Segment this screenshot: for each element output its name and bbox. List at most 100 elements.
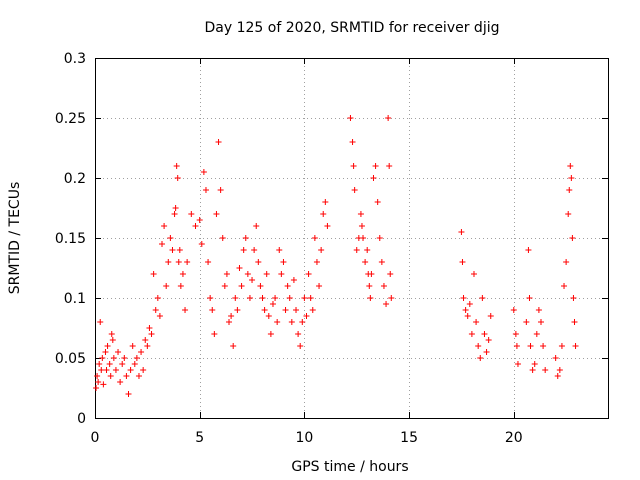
data-point [209, 307, 216, 313]
data-point [205, 259, 212, 265]
data-point [297, 343, 304, 349]
data-point [529, 367, 536, 373]
data-point [234, 307, 241, 313]
data-point [102, 349, 109, 355]
data-point [483, 349, 490, 355]
data-point [146, 325, 153, 331]
data-point [261, 307, 268, 313]
data-point [470, 271, 477, 277]
data-point [265, 313, 272, 319]
data-point [228, 313, 235, 319]
data-point [307, 295, 314, 301]
data-point [350, 163, 357, 169]
data-point [293, 307, 300, 313]
data-point [558, 343, 565, 349]
data-point [159, 241, 166, 247]
data-point [217, 187, 224, 193]
data-point [255, 259, 262, 265]
data-point [286, 295, 293, 301]
data-point [374, 199, 381, 205]
data-point [357, 211, 364, 217]
data-point [525, 247, 532, 253]
data-point [246, 295, 253, 301]
data-point [324, 223, 331, 229]
data-point [202, 187, 209, 193]
data-point [196, 217, 203, 223]
data-point [351, 187, 358, 193]
data-point [313, 259, 320, 265]
data-point [466, 301, 473, 307]
data-point [131, 361, 138, 367]
data-point [367, 295, 374, 301]
data-point [288, 319, 295, 325]
data-point [213, 211, 220, 217]
data-point [184, 259, 191, 265]
data-point [179, 271, 186, 277]
data-point [167, 235, 174, 241]
x-tick-label: 20 [505, 430, 523, 446]
data-point [362, 259, 369, 265]
data-point [473, 319, 480, 325]
data-point [383, 301, 390, 307]
data-point [571, 319, 578, 325]
y-tick-label: 0.15 [55, 231, 86, 247]
data-point [513, 343, 520, 349]
data-point [97, 319, 104, 325]
data-point [475, 343, 482, 349]
data-point [376, 235, 383, 241]
data-point [242, 235, 249, 241]
x-axis-label: GPS time / hours [291, 459, 408, 475]
data-point [542, 367, 549, 373]
data-point [138, 349, 145, 355]
data-point [223, 271, 230, 277]
x-tick-label: 5 [195, 430, 204, 446]
data-point [368, 271, 375, 277]
data-point [311, 235, 318, 241]
data-point [565, 211, 572, 217]
data-point [100, 381, 107, 388]
data-point [477, 355, 484, 361]
data-point [188, 211, 195, 217]
y-tick-label: 0.25 [55, 111, 86, 127]
data-point [94, 373, 101, 379]
data-point [127, 367, 134, 373]
data-point [198, 241, 205, 247]
data-point [93, 385, 100, 391]
data-point [263, 271, 270, 277]
data-point [142, 337, 149, 343]
data-point [349, 139, 356, 145]
data-point [318, 247, 325, 253]
data-point [364, 247, 371, 253]
data-point [259, 295, 266, 301]
data-point [221, 283, 228, 289]
data-point [372, 163, 379, 169]
data-point [110, 355, 117, 361]
data-point [272, 295, 279, 301]
data-point [230, 343, 237, 349]
data-point [460, 295, 467, 301]
data-point [527, 343, 534, 349]
data-point [96, 361, 103, 367]
data-point [556, 367, 563, 373]
data-point [107, 373, 114, 379]
data-point [512, 331, 519, 337]
y-tick-label: 0.3 [64, 51, 86, 67]
data-point [251, 247, 258, 253]
data-point [148, 331, 155, 337]
data-point [112, 367, 119, 373]
tick-labels: 0 5 10 15 20 0 0.05 0.1 0.15 0.2 0.25 0.3 [55, 51, 523, 446]
data-point [552, 355, 559, 361]
data-point [282, 307, 289, 313]
data-point [523, 319, 530, 325]
data-point [192, 223, 199, 229]
data-point [322, 199, 329, 205]
data-point [249, 277, 256, 283]
data-point [240, 247, 247, 253]
data-point [144, 343, 151, 349]
data-point [540, 343, 547, 349]
data-point [531, 361, 538, 367]
data-point [485, 337, 492, 343]
data-point [154, 295, 161, 301]
data-point [106, 361, 113, 367]
